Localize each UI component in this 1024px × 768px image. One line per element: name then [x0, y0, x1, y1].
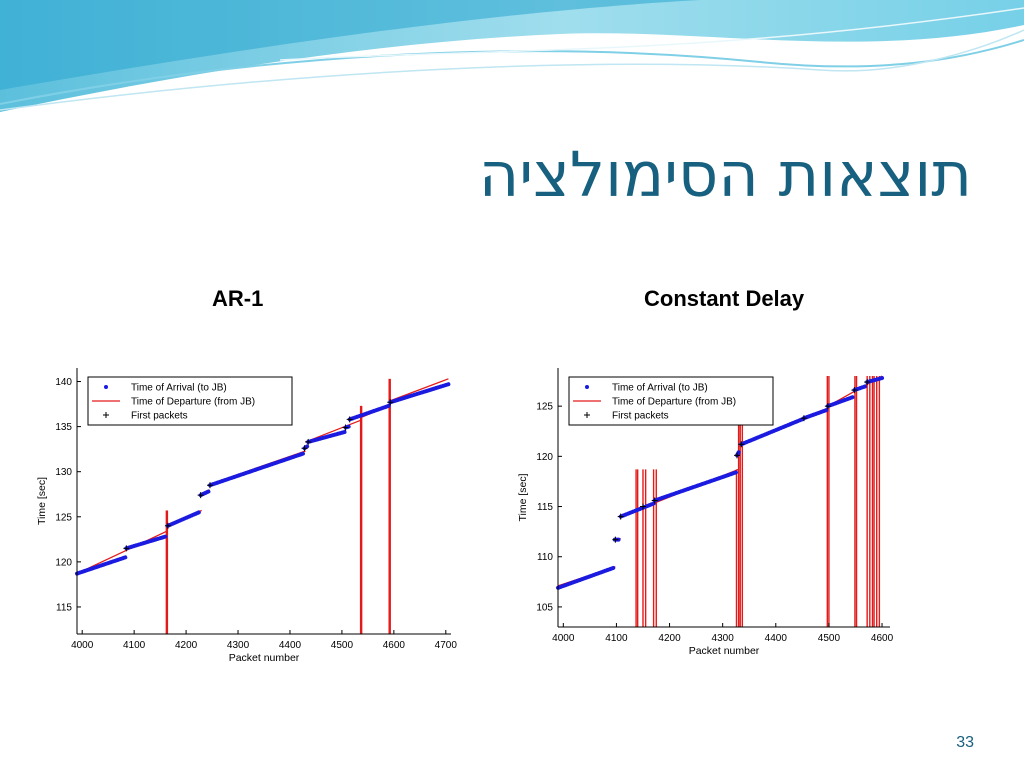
legend-entry-label: Time of Departure (from JB) — [612, 397, 736, 408]
x-tick-label: 4500 — [818, 633, 841, 644]
x-tick-label: 4500 — [331, 640, 354, 651]
x-tick-label: 4100 — [605, 633, 628, 644]
x-tick-label: 4600 — [383, 640, 406, 651]
x-tick-label: 4400 — [765, 633, 788, 644]
y-tick-label: 115 — [56, 602, 72, 613]
x-tick-label: 4000 — [71, 640, 94, 651]
arrival-segment — [207, 451, 305, 488]
x-axis-label: Packet number — [689, 645, 760, 657]
legend-first-symbol — [103, 412, 109, 418]
chart-right-title: Constant Delay — [644, 286, 805, 311]
first-packet-marker — [612, 536, 619, 543]
y-tick-label: 120 — [55, 557, 72, 568]
arrival-segment — [852, 384, 869, 393]
header-decoration — [0, 0, 1024, 112]
x-tick-label: 4200 — [658, 633, 681, 644]
arrival-segment — [347, 403, 391, 422]
first-packet-marker — [824, 403, 831, 410]
first-packet-marker — [301, 445, 308, 452]
first-packet-marker — [639, 503, 646, 510]
arrival-segment — [165, 510, 202, 528]
arrival-segment — [556, 565, 616, 590]
first-packet-marker — [346, 416, 353, 423]
departure-segment — [388, 378, 449, 402]
first-packet-marker — [851, 387, 858, 394]
y-tick-label: 135 — [55, 422, 72, 433]
legend-first-symbol — [584, 412, 590, 418]
legend: Time of Arrival (to JB) Time of Departure… — [568, 376, 774, 426]
arrival-segment — [124, 534, 168, 551]
legend-entry-label: Time of Arrival (to JB) — [612, 383, 708, 394]
first-packet-marker — [305, 438, 312, 445]
first-packet-marker — [387, 399, 394, 406]
arrival-segment — [865, 376, 885, 385]
arrival-segment — [825, 395, 855, 409]
y-axis-label: Time [sec] — [36, 477, 48, 525]
legend-box — [568, 376, 774, 426]
first-packet-marker — [342, 424, 349, 431]
y-tick-label: 120 — [536, 452, 553, 463]
x-tick-label: 4200 — [175, 640, 198, 651]
first-packet-marker — [864, 379, 871, 386]
y-tick-label: 125 — [536, 402, 553, 413]
y-tick-label: 105 — [536, 602, 553, 613]
y-tick-label: 140 — [55, 377, 72, 388]
y-tick-label: 110 — [537, 552, 553, 563]
arrival-segment — [801, 408, 829, 421]
y-tick-label: 115 — [537, 502, 553, 513]
x-tick-label: 4300 — [712, 633, 735, 644]
legend: Time of Arrival (to JB) Time of Departure… — [87, 376, 293, 426]
legend-entry-label: First packets — [612, 411, 669, 422]
arrival-segment — [652, 470, 738, 503]
legend-entry-label: Time of Arrival (to JB) — [131, 383, 227, 394]
arrival-segment — [388, 382, 451, 405]
first-packet-marker — [651, 497, 658, 504]
plot-area: 4000 4100 4200 4300 4400 4500 4600 4700 115 120 12… — [36, 368, 457, 664]
first-packet-marker — [617, 513, 624, 520]
first-packet-marker — [738, 441, 745, 448]
y-tick-label: 130 — [55, 467, 72, 478]
chart-left-title: AR-1 — [212, 286, 264, 311]
x-tick-label: 4000 — [552, 633, 575, 644]
y-tick-label: 125 — [55, 512, 72, 523]
first-packet-marker — [734, 452, 741, 459]
arrival-segment — [75, 555, 128, 576]
slide-number: 33 — [956, 734, 974, 751]
x-tick-label: 4600 — [871, 633, 894, 644]
slide-title: תוצאות הסימולציה — [478, 138, 972, 211]
legend-box — [87, 376, 293, 426]
x-tick-label: 4100 — [123, 640, 146, 651]
first-packet-marker — [123, 545, 130, 552]
first-packet-marker — [206, 482, 213, 489]
arrival-segment — [739, 417, 805, 447]
arrival-segment — [306, 430, 347, 444]
first-packet-marker — [800, 415, 807, 422]
first-packet-marker — [164, 522, 171, 529]
x-tick-label: 4300 — [227, 640, 250, 651]
arrival-segment — [198, 489, 211, 498]
y-axis-label: Time [sec] — [517, 473, 529, 521]
arrival-segment — [618, 501, 656, 519]
legend-arrival-symbol — [104, 385, 108, 389]
legend-entry-label: First packets — [131, 411, 188, 422]
legend-entry-label: Time of Departure (from JB) — [131, 397, 255, 408]
x-tick-label: 4400 — [279, 640, 302, 651]
plot-area: 4000 4100 4200 4300 4400 4500 4600 105 110 115 120… — [517, 368, 894, 657]
first-packet-marker — [197, 492, 204, 499]
legend-arrival-symbol — [585, 385, 589, 389]
x-axis-label: Packet number — [229, 652, 300, 664]
x-tick-label: 4700 — [435, 640, 458, 651]
